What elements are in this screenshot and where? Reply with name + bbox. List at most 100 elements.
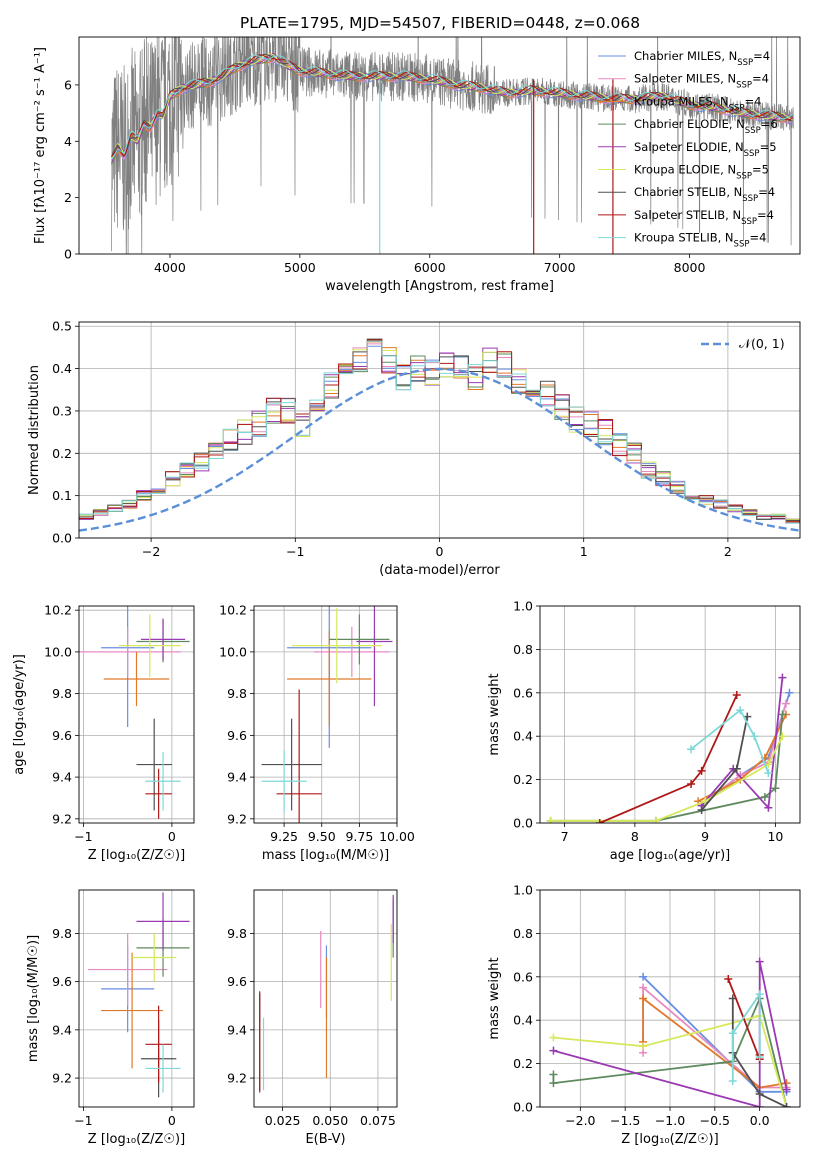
- plot-frame: [539, 889, 801, 1108]
- z-mass-axes: −1 0 9.2 9.4 9.6 9.8 Z [log₁₀(Z/Z☉)] mass [log₁…: [26, 890, 194, 1147]
- x-tick-label: −2: [142, 544, 160, 559]
- legend-label-4: Salpeter ELODIE, NSSP=5: [634, 140, 777, 159]
- plot-frame: [539, 605, 801, 824]
- y-tick-label: 0.5: [52, 319, 72, 334]
- series-marker-8-1: [728, 1029, 737, 1038]
- y-tick-label: 0.8: [513, 642, 533, 657]
- x-axis-label: (data-model)/error: [379, 563, 500, 578]
- plot-frame: [253, 889, 398, 1108]
- y-tick-label: 1.0: [513, 883, 533, 898]
- series-marker-3-3: [771, 784, 780, 793]
- series-marker-5-1: [639, 1042, 648, 1051]
- series-marker-3-2: [760, 792, 769, 801]
- series-marker-8-1: [736, 706, 745, 715]
- ebv-mass-errorbars: [259, 894, 394, 1093]
- series-marker-6-3: [782, 1103, 791, 1107]
- series-marker-7-0: [595, 819, 604, 823]
- x-axis-label: Z [log₁₀(Z/Z☉)]: [621, 1132, 718, 1147]
- y-tick-label: 0.1: [52, 488, 72, 503]
- histogram-legend: 𝒩(0, 1): [701, 336, 785, 351]
- spectrum-lines: [111, 37, 794, 254]
- x-tick-label: 9.25: [270, 829, 298, 844]
- series-marker-4-2: [755, 957, 764, 966]
- histogram-steps: [79, 338, 800, 532]
- y-tick-label: 10.2: [44, 603, 72, 618]
- y-tick-label: 0.8: [513, 926, 533, 941]
- spectrum-axes: 4000 5000 6000 7000 8000 0 2 4 6 wavelength [Angs…: [33, 47, 706, 294]
- series-line-8: [690, 708, 770, 774]
- y-tick-label: 9.6: [52, 728, 72, 743]
- x-tick-label: 0.075: [360, 1113, 396, 1128]
- series-marker-4-2: [764, 803, 773, 812]
- plot-frame: [78, 605, 195, 824]
- series-marker-6-0: [697, 805, 706, 814]
- x-tick-label: 9: [701, 829, 709, 844]
- legend-label-normal: 𝒩(0, 1): [739, 336, 785, 351]
- x-axis-label: Z [log₁₀(Z/Z☉)]: [88, 848, 185, 863]
- series-marker-0-3: [785, 688, 794, 697]
- x-tick-label: −1: [74, 829, 92, 844]
- series-line-3: [550, 714, 784, 822]
- series-marker-4-1: [755, 1103, 764, 1107]
- series-marker-5-1: [651, 816, 660, 823]
- x-tick-label: 8000: [674, 260, 706, 275]
- x-axis-label: wavelength [Angstrom, rest frame]: [325, 279, 554, 294]
- x-tick-label: 6000: [414, 260, 446, 275]
- series-marker-4-0: [549, 1046, 558, 1055]
- x-tick-label: 5000: [284, 260, 316, 275]
- y-tick-label: 0.2: [513, 772, 533, 787]
- series-marker-6-1: [732, 764, 741, 773]
- histogram-step-6: [79, 338, 800, 525]
- y-tick-label: 9.6: [227, 728, 247, 743]
- series-marker-7-2: [697, 766, 706, 775]
- y-axis-label: mass [log₁₀(M/M☉)]: [26, 935, 41, 1062]
- series-marker-8-0: [728, 1076, 737, 1085]
- y-tick-label: 9.8: [227, 686, 247, 701]
- age-massweight-lines: [546, 673, 794, 823]
- y-axis-label: mass weight: [487, 673, 502, 755]
- y-tick-label: 2: [64, 190, 72, 205]
- y-tick-label: 9.4: [227, 1022, 247, 1037]
- residuals-axes: −2 −1 0 1 2 0.0 0.1 0.2 0.3 0.4 0.5 (data-model)/er…: [27, 319, 800, 578]
- series-line-5: [553, 1014, 788, 1107]
- series-marker-1-3: [781, 699, 790, 708]
- x-tick-label: 10: [767, 829, 783, 844]
- x-tick-label: 4000: [154, 260, 186, 275]
- series-marker-6-2: [755, 1089, 764, 1098]
- series-marker-2-1: [639, 994, 648, 1003]
- x-axis-label: mass [log₁₀(M/M☉)]: [262, 848, 389, 863]
- y-tick-label: 0.4: [52, 361, 72, 376]
- y-tick-label: 9.2: [227, 1071, 247, 1086]
- series-marker-8-0: [687, 745, 696, 754]
- series-marker-3-1: [549, 1079, 558, 1088]
- legend-label-8: Kroupa STELIB, NSSP=4: [634, 231, 766, 250]
- z-massweight-lines: [549, 957, 791, 1107]
- x-tick-label: 7: [561, 829, 569, 844]
- legend-label-6: Chabrier STELIB, NSSP=4: [634, 185, 775, 204]
- y-tick-label: 9.4: [52, 1022, 72, 1037]
- series-line-2: [642, 996, 787, 1089]
- y-tick-label: 0.2: [513, 1056, 533, 1071]
- y-axis-label: mass weight: [487, 957, 502, 1039]
- y-tick-label: 4: [64, 134, 72, 149]
- y-axis-label: Normed distribution: [27, 365, 42, 495]
- plot-frame: [78, 889, 195, 1108]
- y-tick-label: 9.8: [52, 926, 72, 941]
- series-marker-3-4: [778, 710, 787, 719]
- series-marker-7-3: [732, 690, 741, 699]
- y-tick-label: 9.4: [52, 770, 72, 785]
- x-tick-label: 10.00: [379, 829, 415, 844]
- series-marker-8-3: [755, 1053, 764, 1062]
- x-tick-label: 1: [580, 544, 588, 559]
- y-tick-label: 9.8: [52, 686, 72, 701]
- y-tick-label: 0.4: [513, 729, 533, 744]
- series-marker-5-0: [549, 1033, 558, 1042]
- y-tick-label: 9.6: [52, 974, 72, 989]
- z-age-errorbars: [79, 606, 190, 819]
- y-axis-label: Flux [fλ10⁻¹⁷ erg cm⁻² s⁻¹ A⁻¹]: [33, 47, 48, 244]
- x-tick-label: 7000: [544, 260, 576, 275]
- x-tick-label: 8: [631, 829, 639, 844]
- y-axis-label: age [log₁₀(age/yr)]: [12, 654, 27, 775]
- y-tick-label: 10.0: [219, 644, 247, 659]
